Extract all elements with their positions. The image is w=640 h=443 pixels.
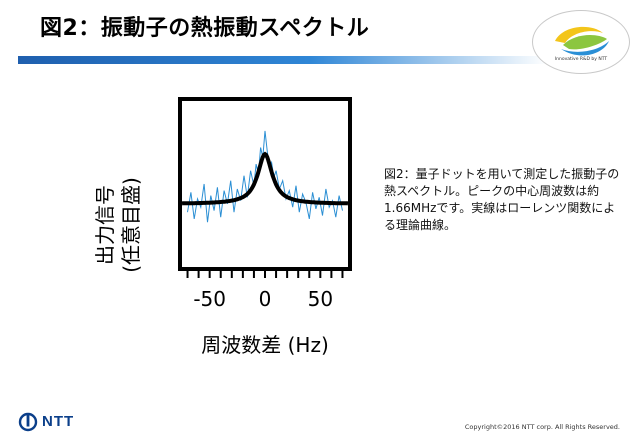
lorentzian-fit-line: [181, 151, 349, 206]
y-axis-label-line2: (任意目盛): [119, 177, 143, 273]
measured-spectrum-line: [187, 130, 343, 223]
y-axis-label-line1: 出力信号: [93, 185, 117, 265]
plot-frame: [178, 97, 352, 271]
ntt-globe-icon: [18, 412, 38, 432]
title-underline-bar: [18, 56, 548, 64]
swirl-logo-icon: [555, 26, 609, 56]
copyright-notice: Copyright©2016 NTT corp. All Rights Rese…: [464, 423, 620, 431]
ntt-rd-logo: Innovative R&D by NTT: [532, 10, 630, 74]
x-tick-label: -50: [193, 287, 226, 311]
ntt-footer-logo: NTT: [18, 412, 98, 432]
y-axis-label: 出力信号 (任意目盛): [93, 177, 143, 273]
figure-caption: 図2：量子ドットを用いて測定した振動子の熱スペクトル。ピークの中心周波数は約1.…: [384, 167, 620, 232]
x-tick-label: 50: [308, 287, 333, 311]
logo-tagline: Innovative R&D by NTT: [554, 57, 608, 62]
slide-title: 図2：振動子の熱振動スペクトル: [40, 16, 370, 41]
x-tick-label: 0: [259, 287, 272, 311]
ntt-brand-text: NTT: [42, 413, 75, 430]
x-axis-label: 周波数差 (Hz): [201, 333, 329, 357]
